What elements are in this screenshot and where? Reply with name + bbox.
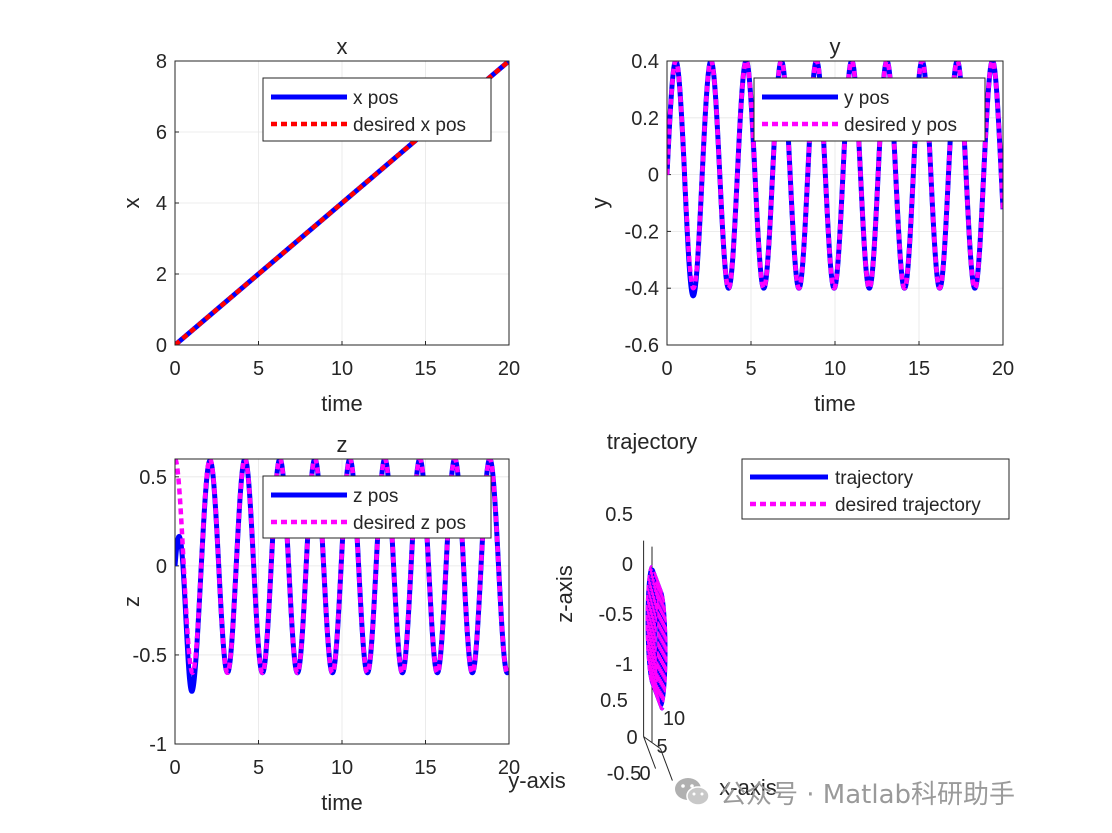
subplot-y: 0 5 10 15 20 -0.6 -0.4 -0.2 0 0.2 0.4 y time y y pos de… [587, 34, 1014, 416]
y-tick-label: -1 [149, 734, 167, 756]
x-tick-label: 5 [253, 358, 264, 380]
x-tick-label: 10 [331, 757, 353, 779]
x-tick-label: 0 [639, 763, 650, 785]
x-axis-line [659, 748, 673, 781]
z-tick-label: -0.5 [599, 604, 633, 626]
x-axis-label: time [814, 391, 856, 416]
trajectory-line-desired [645, 565, 668, 711]
x-tick-label: 15 [414, 358, 436, 380]
legend-label: x pos [353, 88, 398, 109]
x-tick-label: 20 [498, 757, 520, 779]
y-tick-label: 6 [156, 122, 167, 144]
legend-label: desired z pos [353, 513, 466, 534]
legend-box [262, 77, 492, 142]
z-tick-label: 0 [622, 554, 633, 576]
y-tick-label: 8 [156, 51, 167, 73]
axes-frame [174, 60, 510, 346]
chart-title: x [337, 34, 348, 59]
y-tick-label: 0.5 [600, 690, 628, 712]
legend-box [741, 458, 1010, 520]
y-tick-label: 0.5 [139, 467, 167, 489]
x-tick-label: 20 [992, 358, 1014, 380]
x-tick-label: 20 [498, 358, 520, 380]
y-tick-label: -0.5 [607, 763, 641, 785]
z-tick-label: 0.5 [605, 504, 633, 526]
legend: y pos desired y pos [753, 77, 986, 142]
legend-label: trajectory [835, 468, 914, 489]
x-axis-label: time [321, 790, 363, 815]
x-tick-label: 10 [331, 358, 353, 380]
x-tick-label: 15 [908, 358, 930, 380]
legend-label: y pos [844, 88, 889, 109]
legend-label: desired y pos [844, 115, 957, 136]
z-tick-label: -1 [615, 654, 633, 676]
y-tick-label: 0.4 [631, 51, 659, 73]
x-tick-label: 5 [253, 757, 264, 779]
x-tick-label: 10 [824, 358, 846, 380]
wechat-icon [675, 778, 710, 806]
y-tick-label: -0.6 [625, 335, 659, 357]
legend: x pos desired x pos [262, 77, 492, 142]
y-tick-label: 4 [156, 193, 167, 215]
y-tick-label: 0 [156, 556, 167, 578]
x-axis-label: time [321, 391, 363, 416]
y-tick-label: -0.2 [625, 221, 659, 243]
y-axis-label: y [587, 198, 612, 209]
legend: z pos desired z pos [262, 475, 492, 539]
subplot-x: 0 5 10 15 20 0 2 4 6 8 x time x x pos desired x pos [119, 34, 520, 416]
legend-box [753, 77, 986, 142]
z-axis-label: z-axis [552, 565, 577, 622]
subplot-z: 0 5 10 15 20 -1 -0.5 0 0.5 z time z z pos desired z p… [119, 432, 520, 815]
x-tick-label: 5 [745, 358, 756, 380]
legend-box [262, 475, 492, 539]
y-tick-label: 0 [626, 727, 637, 749]
subplot-trajectory: 0.50-0.5-10.50-0.50510trajectoryz-axisy-… [508, 429, 1010, 800]
x-tick-label: 10 [663, 708, 685, 730]
x-tick-label: 0 [169, 757, 180, 779]
legend-label: z pos [353, 486, 398, 507]
series-line-desired [175, 459, 509, 675]
chart-title: z [337, 432, 348, 457]
y-tick-label: -0.4 [625, 278, 659, 300]
watermark: 公众号 · Matlab科研助手 [672, 770, 1092, 814]
x-tick-label: 15 [414, 757, 436, 779]
y-tick-label: 0 [156, 335, 167, 357]
series-line-desired [667, 61, 1003, 291]
y-tick-label: 0 [648, 165, 659, 187]
axes-frame [666, 60, 1004, 346]
y-tick-label: 0.2 [631, 108, 659, 130]
x-tick-label: 0 [169, 358, 180, 380]
chart-title: y [830, 34, 841, 59]
legend-label: desired trajectory [835, 495, 981, 516]
legend: trajectory desired trajectory [741, 458, 1010, 520]
axes-frame [174, 458, 510, 745]
y-axis-label: z [119, 596, 144, 607]
y-tick-label: -0.5 [133, 645, 167, 667]
legend-label: desired x pos [353, 115, 466, 136]
watermark-text: 公众号 · Matlab科研助手 [720, 779, 1016, 810]
x-tick-label: 5 [656, 736, 667, 758]
y-tick-label: 2 [156, 264, 167, 286]
x-axis-back-line [643, 736, 657, 769]
y-axis-label: y-axis [508, 768, 565, 793]
x-tick-label: 0 [661, 358, 672, 380]
chart-title: trajectory [607, 429, 697, 454]
y-axis-label: x [119, 198, 144, 209]
x-axis-label: x-axis [719, 775, 776, 800]
